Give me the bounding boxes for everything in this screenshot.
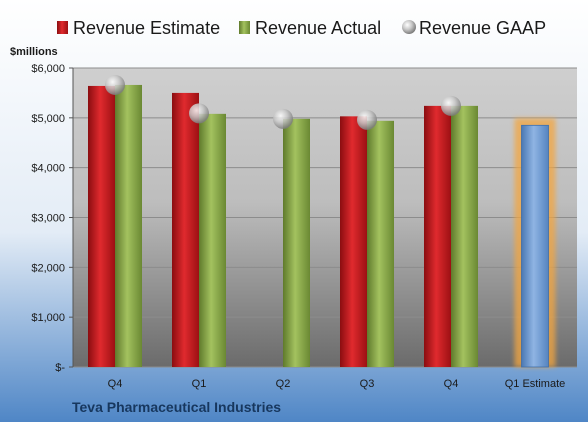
bar-revenue-estimate bbox=[424, 105, 451, 367]
x-tick-label: Q3 bbox=[360, 378, 375, 390]
legend-label: Revenue Estimate bbox=[73, 18, 220, 38]
gaap-markers bbox=[105, 74, 461, 130]
bar-revenue-estimate bbox=[172, 92, 199, 368]
grid-lines bbox=[73, 67, 577, 368]
x-tick-label: Q4 bbox=[108, 378, 123, 390]
y-tick-label: $5,000 bbox=[31, 113, 65, 125]
y-axis: $- $1,000 $2,000 $3,000 $4,000 $5,000 $6,000 bbox=[31, 63, 74, 374]
x-tick-label: Q1 bbox=[192, 378, 207, 390]
marker-revenue-gaap bbox=[357, 109, 377, 130]
bar-revenue-actual bbox=[451, 105, 478, 367]
legend-swatch bbox=[57, 21, 68, 34]
legend-label: Revenue GAAP bbox=[419, 18, 546, 38]
legend: Revenue Estimate Revenue Actual Revenue GA… bbox=[57, 18, 546, 38]
bar-series bbox=[88, 84, 556, 368]
legend-label: Revenue Actual bbox=[255, 18, 381, 38]
marker-revenue-gaap bbox=[105, 74, 125, 95]
y-tick-label: $3,000 bbox=[31, 213, 65, 225]
bar-revenue-estimate bbox=[340, 116, 367, 367]
bar-q1-estimate bbox=[521, 124, 549, 368]
company-name: Teva Pharmaceutical Industries bbox=[72, 399, 281, 415]
y-tick-label: $2,000 bbox=[31, 262, 65, 274]
bar-revenue-actual bbox=[283, 118, 310, 367]
y-tick-label: $6,000 bbox=[31, 63, 65, 75]
y-tick-label: $- bbox=[55, 362, 65, 374]
bar-revenue-actual bbox=[199, 113, 226, 367]
y-tick-label: $1,000 bbox=[31, 312, 65, 324]
y-tick-label: $4,000 bbox=[31, 163, 65, 175]
bar-revenue-estimate bbox=[88, 85, 115, 367]
x-tick-label: Q2 bbox=[276, 378, 291, 390]
y-axis-unit: $millions bbox=[10, 46, 58, 58]
legend-swatch bbox=[239, 21, 250, 34]
x-axis: Q4 Q1 Q2 Q3 Q4 Q1 Estimate bbox=[108, 378, 566, 390]
marker-revenue-gaap bbox=[273, 108, 293, 129]
bar-revenue-actual bbox=[367, 120, 394, 367]
legend-swatch bbox=[402, 20, 416, 34]
x-tick-label: Q1 Estimate bbox=[505, 378, 566, 390]
x-tick-label: Q4 bbox=[444, 378, 459, 390]
bar-revenue-actual bbox=[115, 84, 142, 368]
marker-revenue-gaap bbox=[441, 95, 461, 116]
marker-revenue-gaap bbox=[189, 103, 209, 124]
